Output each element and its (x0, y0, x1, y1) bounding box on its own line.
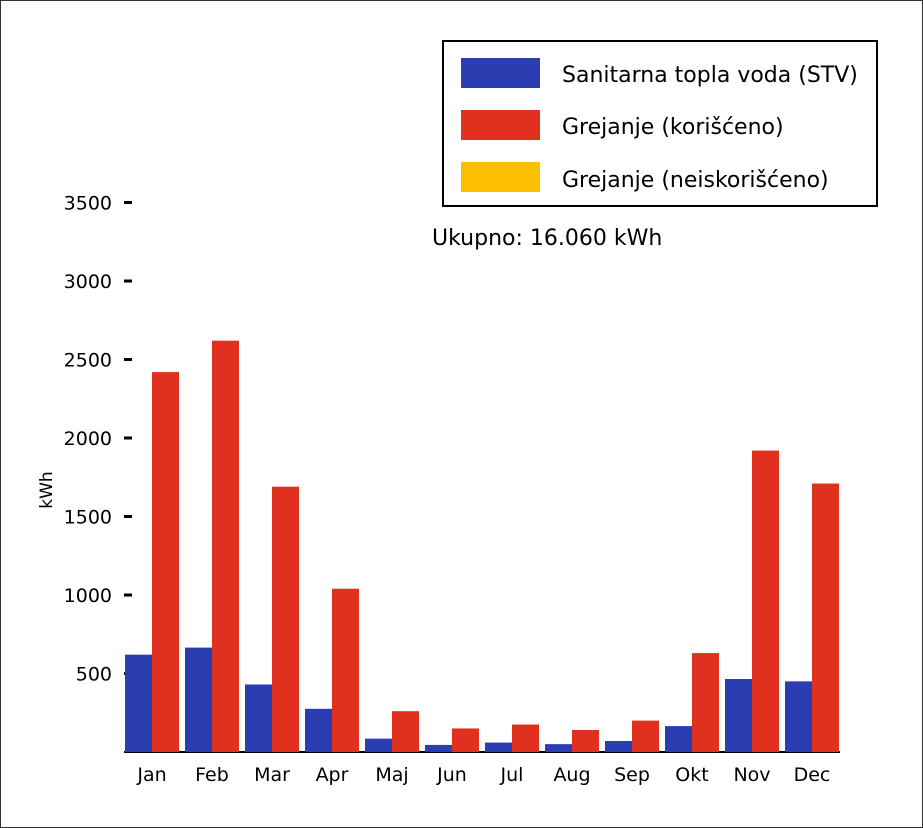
legend-label-stv: Sanitarna topla voda (STV) (562, 63, 858, 88)
bar-jul-series-0 (485, 742, 512, 752)
x-tick-label: Jul (500, 764, 524, 786)
legend-swatch-stv (461, 58, 540, 88)
bar-okt-series-0 (665, 726, 692, 752)
bar-jan-series-1 (152, 372, 179, 752)
x-tick-label: Feb (195, 764, 229, 786)
bar-jan-series-0 (125, 654, 152, 752)
y-tick-label: 3500 (64, 193, 112, 215)
bar-sep-series-0 (605, 741, 632, 752)
bar-dec-series-0 (785, 681, 812, 752)
bar-aug-series-0 (545, 744, 572, 752)
legend-label-grejanje-korisceno: Grejanje (korišćeno) (562, 115, 784, 140)
bar-apr-series-0 (305, 708, 332, 752)
legend-swatch-grejanje-neiskorisceno (461, 162, 540, 192)
y-axis-label: kWh (37, 471, 57, 508)
x-tick-label: Dec (794, 764, 831, 786)
x-tick-label: Apr (316, 764, 349, 786)
bar-nov-series-1 (752, 450, 779, 752)
bars (125, 340, 839, 752)
legend-label-grejanje-neiskorisceno: Grejanje (neiskorišćeno) (562, 168, 829, 193)
bar-feb-series-0 (185, 647, 212, 752)
x-tick-label: Mar (254, 764, 290, 786)
legend: Sanitarna topla voda (STV) Grejanje (kor… (442, 40, 878, 207)
y-tick-label: 500 (76, 664, 112, 686)
bar-dec-series-1 (812, 483, 839, 752)
bar-okt-series-1 (692, 653, 719, 752)
bar-maj-series-1 (392, 711, 419, 752)
bar-jun-series-1 (452, 728, 479, 752)
x-tick-label: Sep (614, 764, 650, 786)
y-tick-label: 2000 (64, 428, 112, 450)
x-tick-label: Nov (733, 764, 770, 786)
bar-jul-series-1 (512, 724, 539, 752)
y-tick-label: 2500 (64, 350, 112, 372)
y-axis: 500 1000 1500 2000 2500 3000 3500 (64, 193, 132, 686)
bar-nov-series-0 (725, 678, 752, 752)
bar-mar-series-1 (272, 486, 299, 752)
x-tick-label: Aug (553, 764, 590, 786)
bar-apr-series-1 (332, 588, 359, 752)
bar-sep-series-1 (632, 720, 659, 752)
x-tick-label: Jun (436, 764, 467, 786)
total-annotation: Ukupno: 16.060 kWh (432, 226, 662, 251)
bar-mar-series-0 (245, 684, 272, 752)
bar-maj-series-0 (365, 738, 392, 752)
x-axis: Jan Feb Mar Apr Maj Jun Jul Aug Sep Okt Nov Dec (136, 764, 830, 786)
y-tick-label: 1000 (64, 585, 112, 607)
x-tick-label: Jan (136, 764, 166, 786)
x-tick-label: Okt (675, 764, 708, 786)
x-tick-label: Maj (375, 764, 408, 786)
bar-aug-series-1 (572, 730, 599, 752)
y-tick-label: 1500 (64, 507, 112, 529)
bar-jun-series-0 (425, 744, 452, 752)
y-tick-label: 3000 (64, 271, 112, 293)
bar-feb-series-1 (212, 340, 239, 752)
legend-swatch-grejanje-korisceno (461, 110, 540, 140)
